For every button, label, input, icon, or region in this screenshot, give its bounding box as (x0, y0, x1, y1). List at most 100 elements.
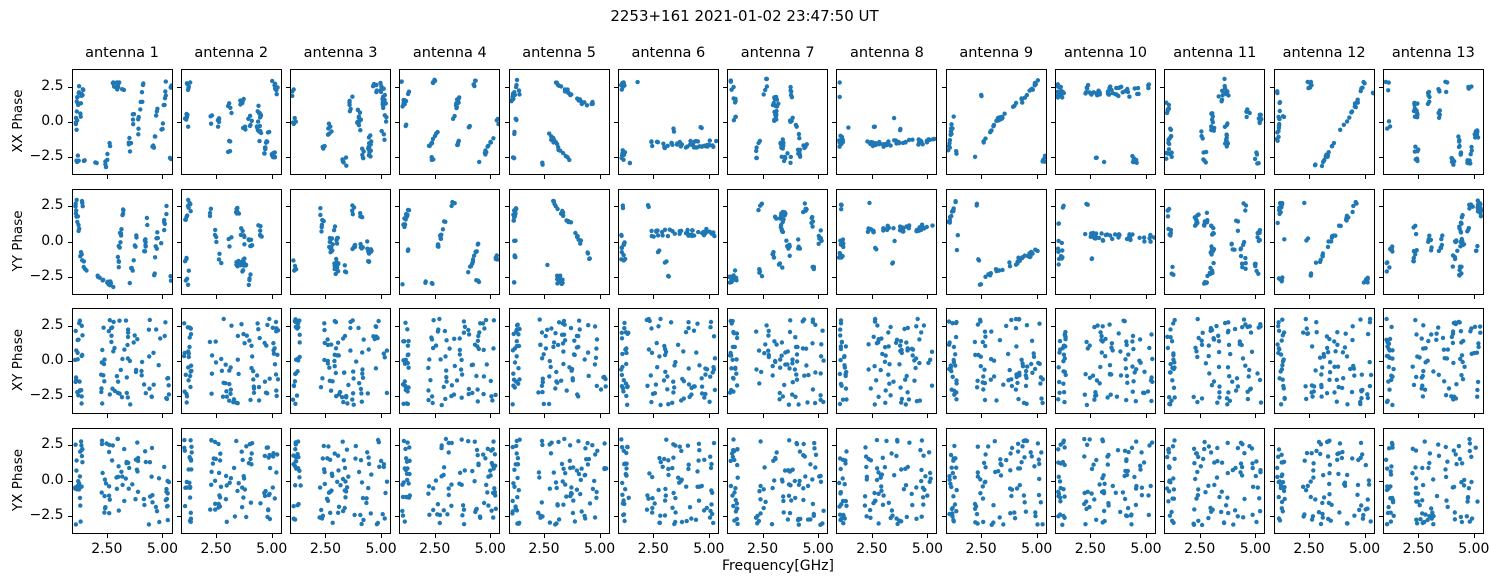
x-tick-mark (871, 175, 873, 179)
y-tick-mark (176, 361, 181, 362)
y-tick-mark (286, 206, 291, 208)
scatter-points (510, 198, 592, 286)
scatter-points (1275, 199, 1370, 285)
y-tick-mark (395, 396, 400, 398)
scatter-points (182, 78, 280, 160)
y-tick-mark (504, 122, 509, 123)
subplot-YY-antenna-10 (1055, 188, 1157, 295)
y-tick-mark (832, 276, 837, 278)
y-tick-mark (286, 480, 291, 482)
y-tick-mark (1051, 515, 1056, 517)
row-label-yx: YX Phase (10, 448, 26, 511)
subplot-title-antenna-6: antenna 6 (631, 45, 706, 61)
y-tick-mark (504, 396, 509, 398)
y-tick-mark (941, 480, 946, 482)
y-tick-mark (395, 480, 400, 482)
x-tick-mark (434, 175, 436, 179)
y-tick-mark (1378, 241, 1383, 243)
y-tick-mark (1051, 396, 1056, 398)
y-tick-mark (176, 122, 181, 123)
x-tick-mark (708, 175, 710, 179)
x-tick-mark (818, 175, 820, 179)
y-tick-mark (176, 206, 181, 208)
x-tick-mark (1146, 414, 1147, 418)
y-tick-mark (723, 325, 728, 327)
x-tick-mark (818, 414, 820, 418)
x-tick-label: 2.50 (309, 540, 341, 557)
x-tick-label: 5.00 (1458, 540, 1489, 557)
subplot-XX-antenna-4 (399, 69, 501, 175)
y-tick-mark (1051, 445, 1056, 447)
subplot-YY-antenna-9 (945, 188, 1047, 295)
y-tick-mark (613, 276, 618, 278)
y-tick-mark (67, 86, 72, 88)
y-tick-mark (176, 325, 181, 327)
y-tick-mark (504, 361, 509, 362)
y-tick-mark (1051, 86, 1056, 88)
y-tick-label: −2.5 (29, 506, 64, 523)
subplot-title-antenna-12: antenna 12 (1282, 45, 1366, 61)
x-tick-mark (1255, 533, 1257, 538)
y-tick-mark (67, 361, 72, 362)
x-tick-mark (1255, 414, 1257, 418)
x-tick-mark (434, 294, 436, 299)
y-tick-mark (613, 206, 618, 208)
y-tick-mark (1269, 515, 1274, 517)
subplot-XX-antenna-9 (945, 69, 1047, 175)
y-tick-mark (504, 206, 509, 208)
y-tick-label: 0.0 (41, 232, 64, 249)
subplot-YX-antenna-9 (945, 427, 1047, 534)
subplot-XY-antenna-1 (71, 308, 173, 414)
y-tick-label: 0.0 (41, 471, 64, 488)
y-tick-mark (832, 86, 837, 88)
scatter-points (1165, 316, 1264, 407)
x-tick-mark (543, 175, 545, 179)
scatter-points (1274, 438, 1373, 526)
y-tick-mark (832, 157, 837, 159)
subplot-XX-antenna-6 (617, 69, 719, 175)
subplot-YY-antenna-3 (290, 188, 392, 295)
scatter-points (1383, 436, 1480, 526)
y-tick-mark (941, 325, 946, 327)
x-tick-label: 5.00 (911, 540, 944, 557)
x-tick-mark (1308, 294, 1310, 299)
y-tick-mark (832, 325, 837, 327)
subplot-YX-antenna-3 (290, 427, 392, 534)
x-tick-label: 2.50 (746, 540, 779, 557)
y-tick-mark (1269, 325, 1274, 327)
y-tick-mark (67, 325, 72, 327)
scatter-points (400, 77, 500, 165)
scatter-points (947, 437, 1045, 527)
scatter-points (1056, 82, 1152, 165)
y-tick-mark (504, 445, 509, 447)
scatter-points (291, 202, 374, 276)
y-tick-mark (941, 157, 946, 159)
y-tick-label: 2.5 (41, 436, 64, 453)
y-tick-mark (1160, 480, 1165, 482)
subplot-YX-antenna-6 (617, 427, 719, 534)
x-tick-label: 5.00 (256, 540, 288, 557)
y-tick-mark (67, 396, 72, 398)
subplot-XY-antenna-13 (1382, 308, 1484, 414)
subplot-YY-antenna-5 (508, 188, 610, 295)
x-tick-mark (106, 533, 108, 538)
scatter-points (72, 436, 171, 527)
y-tick-mark (67, 445, 72, 447)
y-tick-mark (67, 206, 72, 208)
x-tick-label: 2.50 (1074, 540, 1106, 557)
y-tick-mark (395, 361, 400, 362)
y-tick-label: 2.5 (41, 77, 64, 94)
x-tick-mark (216, 294, 218, 299)
y-tick-mark (1378, 396, 1383, 398)
y-tick-mark (723, 396, 728, 398)
y-tick-mark (723, 241, 728, 243)
y-tick-mark (1269, 241, 1274, 243)
scatter-points (291, 437, 390, 526)
x-tick-mark (381, 533, 383, 538)
y-tick-mark (1378, 480, 1383, 482)
y-tick-mark (504, 86, 509, 88)
subplot-YX-antenna-13 (1382, 427, 1484, 534)
x-tick-label: 5.00 (1021, 540, 1053, 557)
x-tick-mark (271, 533, 273, 538)
y-tick-mark (1051, 157, 1056, 159)
